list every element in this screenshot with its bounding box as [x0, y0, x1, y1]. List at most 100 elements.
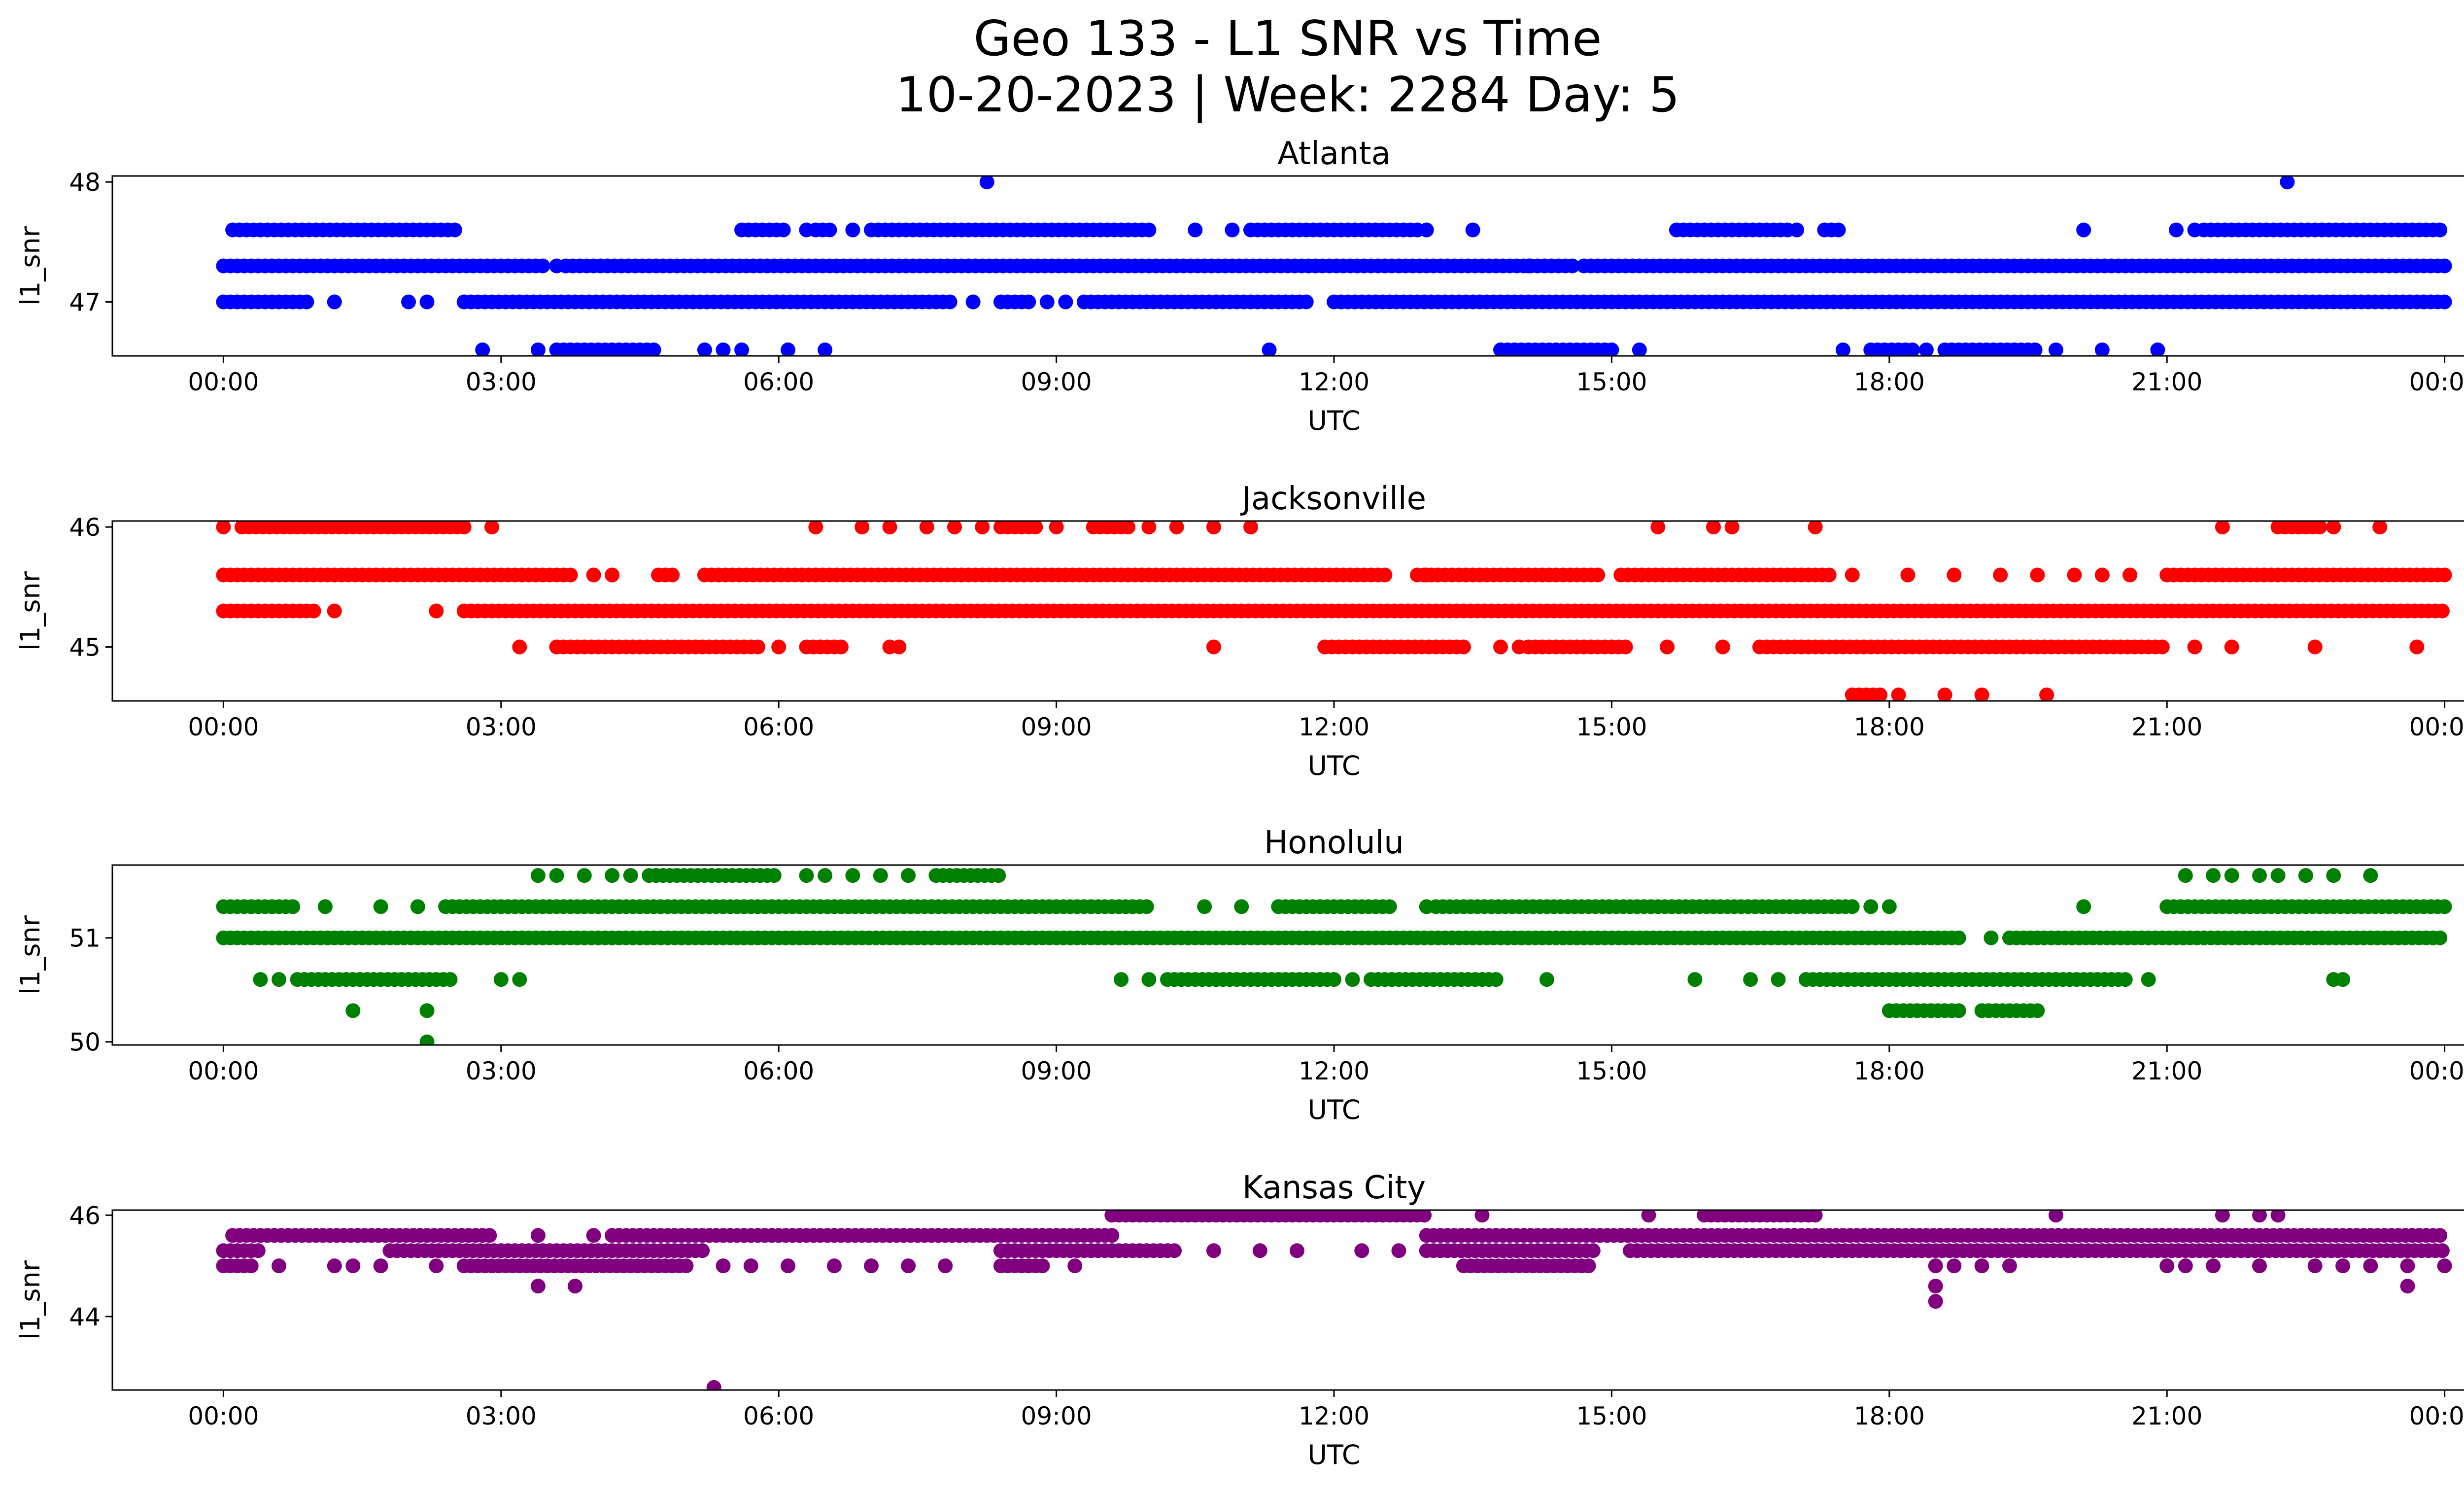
data-point	[826, 1258, 842, 1274]
data-point	[2298, 868, 2313, 883]
x-tick-label: 21:00	[2131, 368, 2202, 396]
data-point	[1377, 567, 1393, 583]
y-axis-label: l1_snr	[15, 226, 46, 306]
subplot-atlanta: Atlanta 00:00 03:00 06:00 09:00 12:00 15:00 18:…	[15, 136, 2464, 436]
subplot-honolulu: Honolulu 00:00 03:00 06:00 09:00 12:00 15:00 18…	[15, 825, 2464, 1125]
data-point	[743, 1258, 758, 1274]
y-tick-label: 50	[69, 1028, 101, 1057]
data-point	[419, 1003, 435, 1018]
data-point	[1660, 639, 1675, 655]
x-axis-label: UTC	[1307, 1439, 1360, 1470]
data-point	[1067, 1258, 1083, 1274]
data-point	[2372, 521, 2388, 535]
data-point	[1928, 1279, 1943, 1294]
series-kansas-city	[216, 1210, 2452, 1390]
data-point	[1225, 222, 1240, 238]
x-tick-label: 00:00	[2409, 713, 2464, 741]
data-point	[2215, 1210, 2230, 1223]
data-point	[1808, 521, 1823, 535]
x-tick-label: 06:00	[743, 713, 814, 741]
data-point	[2178, 1258, 2193, 1274]
data-point	[1456, 639, 1471, 655]
data-point	[781, 1258, 795, 1274]
figure-title-line1: Geo 133 - L1 SNR vs Time	[974, 11, 1602, 67]
subplot-title: Atlanta	[1277, 136, 1391, 172]
data-point	[1585, 1243, 1601, 1258]
data-point	[1419, 899, 1434, 914]
x-tick-label: 00:00	[188, 1057, 259, 1085]
data-point	[306, 603, 321, 619]
x-tick-label: 12:00	[1299, 1057, 1369, 1085]
data-point	[901, 1258, 916, 1274]
data-point	[1539, 972, 1554, 987]
x-tick-label: 18:00	[1854, 1402, 1925, 1430]
data-point	[1327, 972, 1341, 987]
data-point	[299, 294, 314, 310]
x-tick-label: 06:00	[743, 368, 814, 396]
x-tick-label: 00:00	[2409, 368, 2464, 396]
data-point	[484, 521, 499, 535]
data-point	[1234, 899, 1249, 914]
y-axis-label: l1_snr	[15, 1260, 46, 1340]
data-point	[1831, 222, 1846, 238]
data-point	[1035, 1258, 1050, 1274]
data-point	[734, 342, 750, 356]
data-point	[1845, 899, 1860, 914]
data-point	[253, 972, 268, 987]
y-tick-label: 44	[69, 1303, 101, 1331]
data-point	[1206, 639, 1221, 655]
x-tick-label: 12:00	[1299, 713, 1369, 741]
data-point	[1141, 521, 1157, 535]
y-tick-label: 51	[69, 924, 101, 953]
data-point	[2335, 972, 2351, 987]
data-point	[1905, 342, 1920, 356]
data-point	[1789, 222, 1804, 238]
data-point	[429, 603, 444, 619]
data-point	[1021, 294, 1036, 310]
data-point	[605, 868, 620, 883]
data-point	[2118, 972, 2133, 987]
data-point	[2155, 639, 2170, 655]
data-point	[1391, 1243, 1406, 1258]
data-point	[1488, 972, 1504, 987]
data-point	[563, 567, 578, 583]
data-point	[1169, 521, 1184, 535]
x-tick-label: 00:00	[2409, 1402, 2464, 1430]
x-tick-label: 03:00	[466, 368, 537, 396]
data-point	[2437, 1258, 2452, 1274]
data-point	[1419, 567, 1434, 583]
data-point	[1417, 1210, 1432, 1223]
data-point	[716, 1258, 731, 1274]
x-tick-label: 06:00	[743, 1402, 814, 1430]
data-point	[1951, 1003, 1966, 1018]
data-point	[482, 1228, 497, 1243]
data-point	[750, 639, 765, 655]
data-point	[2409, 639, 2425, 655]
subplot-title: Honolulu	[1264, 825, 1404, 861]
data-point	[1049, 521, 1064, 535]
data-point	[1937, 687, 1952, 701]
subplot-title: Kansas City	[1242, 1170, 1426, 1206]
data-point	[2094, 567, 2110, 583]
data-point	[1590, 567, 1606, 583]
data-point	[1493, 639, 1508, 655]
data-point	[285, 899, 301, 914]
data-point	[1951, 930, 1966, 945]
x-tick-label: 15:00	[1576, 713, 1647, 741]
data-point	[766, 868, 782, 883]
data-point	[1947, 1258, 1962, 1274]
data-point	[419, 294, 435, 310]
data-point	[2187, 222, 2202, 238]
data-point	[1863, 899, 1879, 914]
x-tick-label: 00:00	[188, 368, 259, 396]
data-point	[512, 639, 527, 655]
data-point	[1928, 1294, 1943, 1309]
data-point	[1243, 521, 1258, 535]
y-axis-label: l1_snr	[15, 915, 46, 995]
data-point	[1821, 567, 1837, 583]
data-point	[2432, 930, 2448, 945]
data-point	[2048, 1210, 2063, 1223]
data-point	[443, 972, 458, 987]
data-point	[697, 342, 712, 356]
